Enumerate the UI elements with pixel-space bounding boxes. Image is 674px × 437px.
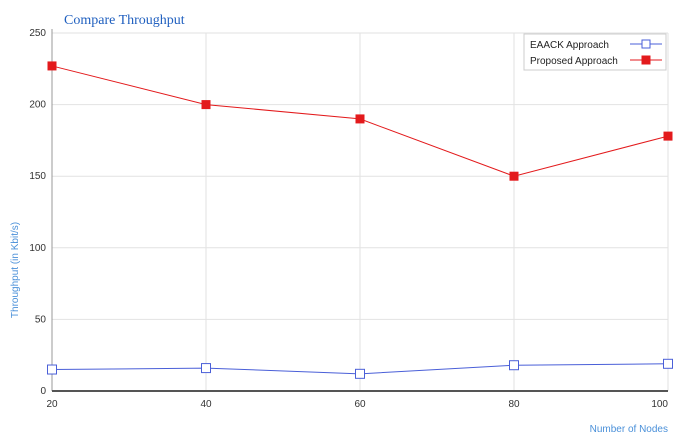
x-tick-label: 60 [354, 399, 366, 410]
x-tick-label: 100 [651, 399, 668, 410]
y-tick-label: 150 [29, 171, 46, 182]
data-point-series-0 [355, 368, 365, 379]
legend: EAACK Approach Proposed Approach [523, 33, 667, 71]
chart-title: Compare Throughput [64, 13, 185, 28]
y-tick-label: 100 [29, 243, 46, 254]
legend-label-eaack: EAACK Approach [530, 40, 609, 51]
y-tick-label: 200 [29, 100, 46, 111]
y-axis-label: Throughput (in Kbit/s) [10, 222, 21, 318]
data-point-series-1 [47, 61, 57, 71]
y-tick-label: 0 [40, 386, 46, 397]
series-layer [47, 61, 673, 379]
y-tick-label: 50 [35, 314, 47, 325]
x-tick-label: 40 [200, 399, 212, 410]
data-point-series-0 [509, 360, 519, 371]
data-point-series-0 [47, 364, 57, 375]
grid-layer [51, 32, 669, 392]
data-point-series-0 [663, 358, 673, 369]
data-point-series-0 [201, 363, 211, 374]
y-tick-label: 250 [29, 28, 46, 39]
legend-label-proposed: Proposed Approach [530, 56, 618, 67]
legend-swatch-marker [641, 55, 651, 65]
axes-layer: 0 50 100 150 200 250 20 40 60 80 100 [29, 28, 668, 410]
x-tick-label: 20 [46, 399, 58, 410]
data-point-series-1 [355, 114, 365, 124]
data-point-series-1 [201, 100, 211, 110]
data-point-series-1 [663, 131, 673, 141]
x-tick-label: 80 [508, 399, 520, 410]
data-point-series-1 [509, 171, 519, 181]
legend-swatch-marker [641, 39, 651, 49]
x-axis-label: Number of Nodes [590, 424, 668, 435]
